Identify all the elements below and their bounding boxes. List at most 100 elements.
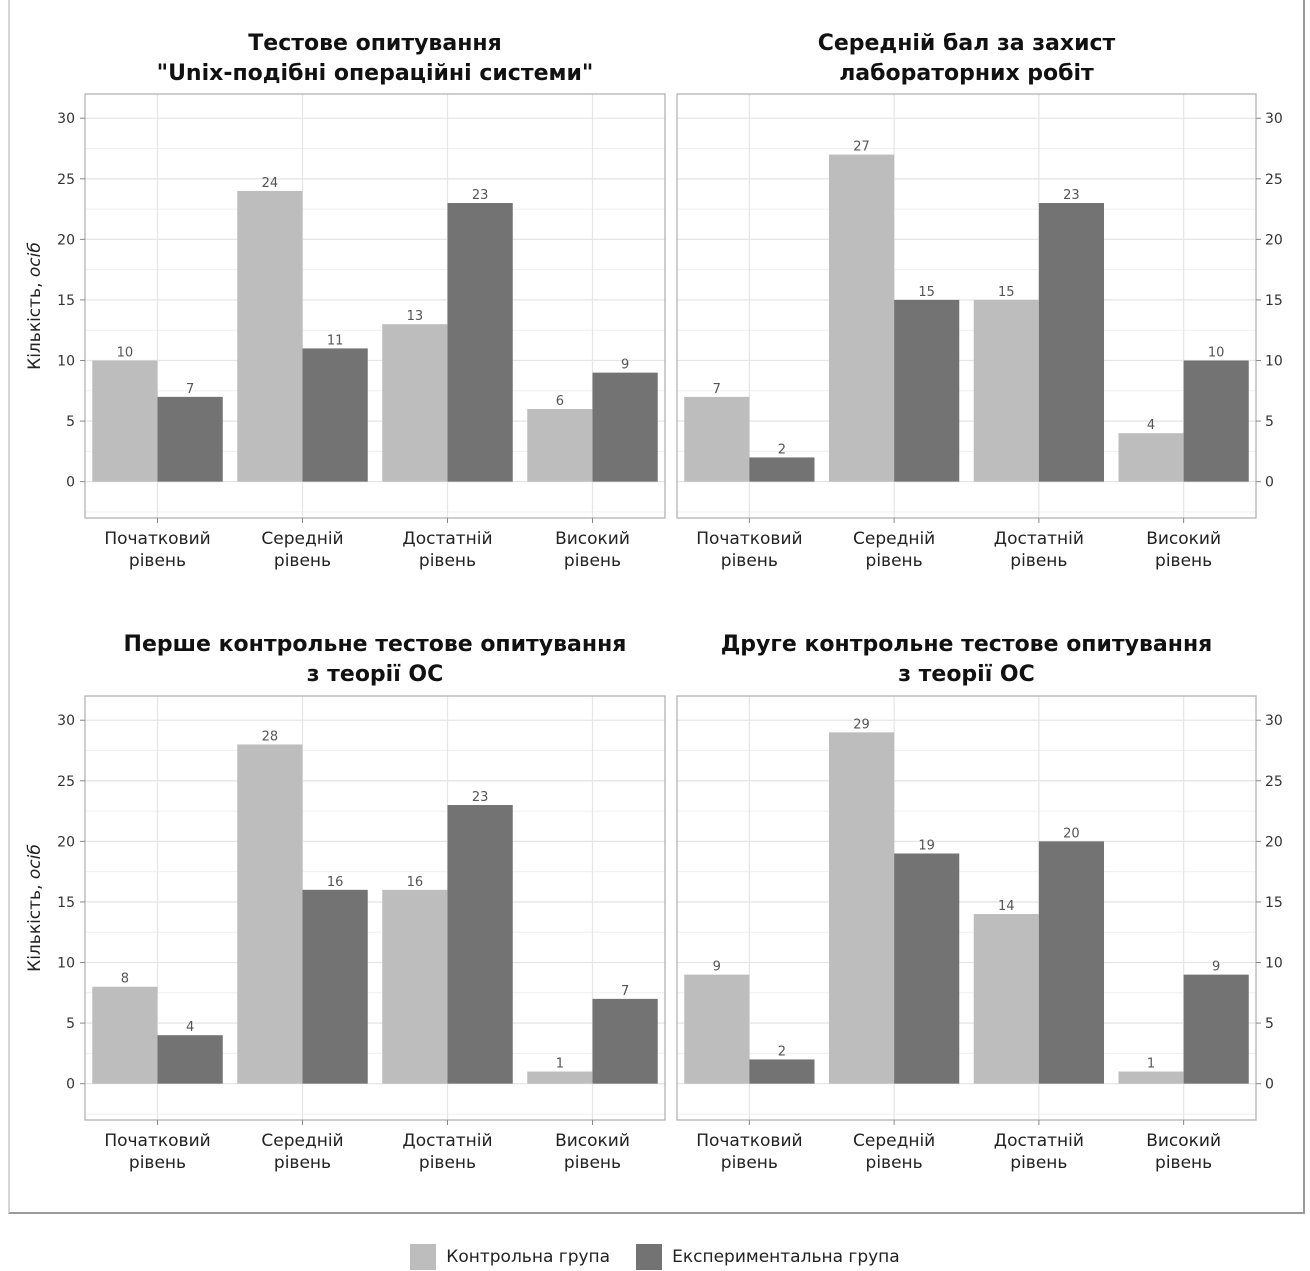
chart-title-line: Середній бал за захист [818, 31, 1116, 56]
chart-panel-1: 1024136711239051015202530Початковийрівен… [25, 31, 666, 571]
bar-control-1 [684, 396, 750, 482]
bar-value-label: 27 [853, 140, 870, 155]
legend-label-control: Контрольна група [446, 1247, 611, 1267]
bar-value-label: 4 [1147, 418, 1155, 433]
y-axis-label: Кількість, осіб [25, 242, 45, 370]
legend: Контрольна група Експериментальна група [0, 1244, 1310, 1270]
x-tick-label: Достатній [994, 1131, 1084, 1151]
y-tick-label: 15 [57, 293, 75, 309]
y-tick-label: 5 [66, 414, 75, 430]
x-tick-label: Середній [853, 529, 935, 549]
x-tick-label: рівень [721, 1153, 778, 1173]
y-tick-label: 25 [57, 172, 75, 188]
bar-value-label: 28 [262, 729, 279, 744]
y-tick-label: 0 [1265, 1077, 1274, 1093]
y-tick-label: 25 [1265, 172, 1283, 188]
x-tick-label: рівень [274, 1153, 331, 1173]
bar-value-label: 23 [472, 790, 489, 805]
y-tick-label: 15 [57, 895, 75, 911]
x-tick-label: Початковий [104, 529, 210, 549]
bar-experimental-4 [592, 998, 658, 1084]
bar-value-label: 7 [186, 382, 194, 397]
chart-title-line: з теорії ОС [898, 662, 1035, 687]
bar-control-3 [973, 299, 1039, 482]
bar-control-3 [382, 324, 448, 482]
bar-control-2 [237, 744, 303, 1084]
bar-experimental-1 [157, 1035, 223, 1084]
y-tick-label: 15 [1265, 293, 1283, 309]
y-tick-label: 30 [57, 111, 75, 127]
bar-value-label: 19 [918, 838, 935, 853]
y-tick-label: 25 [57, 774, 75, 790]
bar-control-4 [1118, 433, 1184, 482]
bar-control-4 [527, 1071, 593, 1084]
y-axis-label-main: Кількість, [25, 277, 45, 370]
x-tick-label: рівень [564, 551, 621, 571]
x-tick-label: Достатній [402, 1131, 492, 1151]
bar-experimental-2 [894, 853, 960, 1084]
bar-value-label: 13 [407, 309, 424, 324]
bar-control-4 [527, 408, 593, 482]
y-axis-label-unit: осіб [25, 242, 45, 277]
y-tick-label: 10 [1265, 354, 1283, 370]
bar-control-1 [92, 360, 158, 482]
x-tick-label: рівень [129, 1153, 186, 1173]
bar-value-label: 8 [121, 972, 129, 987]
chart-panel-2: 7271542152310051015202530Початковийрівен… [676, 31, 1283, 571]
x-tick-label: рівень [721, 551, 778, 571]
y-tick-label: 30 [1265, 111, 1283, 127]
y-tick-label: 30 [1265, 713, 1283, 729]
bar-value-label: 24 [262, 176, 279, 191]
x-tick-label: рівень [564, 1153, 621, 1173]
x-tick-label: рівень [419, 551, 476, 571]
y-tick-label: 20 [1265, 232, 1283, 248]
bar-control-2 [828, 154, 895, 482]
bar-value-label: 9 [621, 358, 629, 373]
y-tick-label: 10 [1265, 956, 1283, 972]
legend-item-experimental: Експериментальна група [636, 1244, 900, 1270]
y-tick-label: 20 [57, 834, 75, 850]
bar-value-label: 16 [407, 875, 424, 890]
y-tick-label: 0 [66, 1077, 75, 1093]
y-tick-label: 20 [1265, 834, 1283, 850]
bar-experimental-1 [157, 396, 223, 482]
legend-swatch-experimental [636, 1244, 663, 1270]
y-axis-label: Кількість, осіб [25, 844, 45, 972]
y-tick-label: 20 [57, 232, 75, 248]
x-tick-label: рівень [1010, 551, 1067, 571]
bar-value-label: 1 [556, 1057, 564, 1072]
bar-value-label: 6 [556, 394, 564, 409]
bar-value-label: 11 [327, 333, 344, 348]
x-tick-label: рівень [1155, 551, 1212, 571]
bar-experimental-3 [1038, 841, 1105, 1084]
panel-border [84, 695, 666, 1121]
y-tick-label: 5 [66, 1016, 75, 1032]
bar-experimental-2 [894, 299, 960, 482]
chart-panel-3: 828161416237051015202530Початковийрівень… [25, 632, 666, 1173]
x-tick-label: Високий [1146, 529, 1221, 549]
y-tick-label: 5 [1265, 1016, 1274, 1032]
bar-value-label: 2 [778, 1044, 786, 1059]
bar-value-label: 29 [853, 717, 870, 732]
chart-title-line: лабораторних робіт [839, 61, 1094, 86]
x-tick-label: Високий [555, 1131, 630, 1151]
bar-control-1 [92, 986, 158, 1084]
x-tick-label: рівень [419, 1153, 476, 1173]
bar-experimental-3 [447, 805, 513, 1084]
x-tick-label: Високий [1146, 1131, 1221, 1151]
figure-frame [8, 0, 1305, 1214]
x-tick-label: Початковий [696, 1131, 802, 1151]
bar-value-label: 23 [1063, 188, 1080, 203]
y-tick-label: 0 [66, 475, 75, 491]
bar-value-label: 15 [918, 285, 935, 300]
x-tick-label: Середній [853, 1131, 935, 1151]
bar-control-2 [828, 732, 895, 1084]
bar-experimental-4 [1183, 974, 1249, 1084]
y-tick-label: 10 [57, 956, 75, 972]
x-tick-label: Достатній [402, 529, 492, 549]
x-tick-label: рівень [129, 551, 186, 571]
bar-value-label: 4 [186, 1020, 194, 1035]
bar-experimental-2 [302, 889, 368, 1084]
x-tick-label: Початковий [696, 529, 802, 549]
y-tick-label: 5 [1265, 414, 1274, 430]
